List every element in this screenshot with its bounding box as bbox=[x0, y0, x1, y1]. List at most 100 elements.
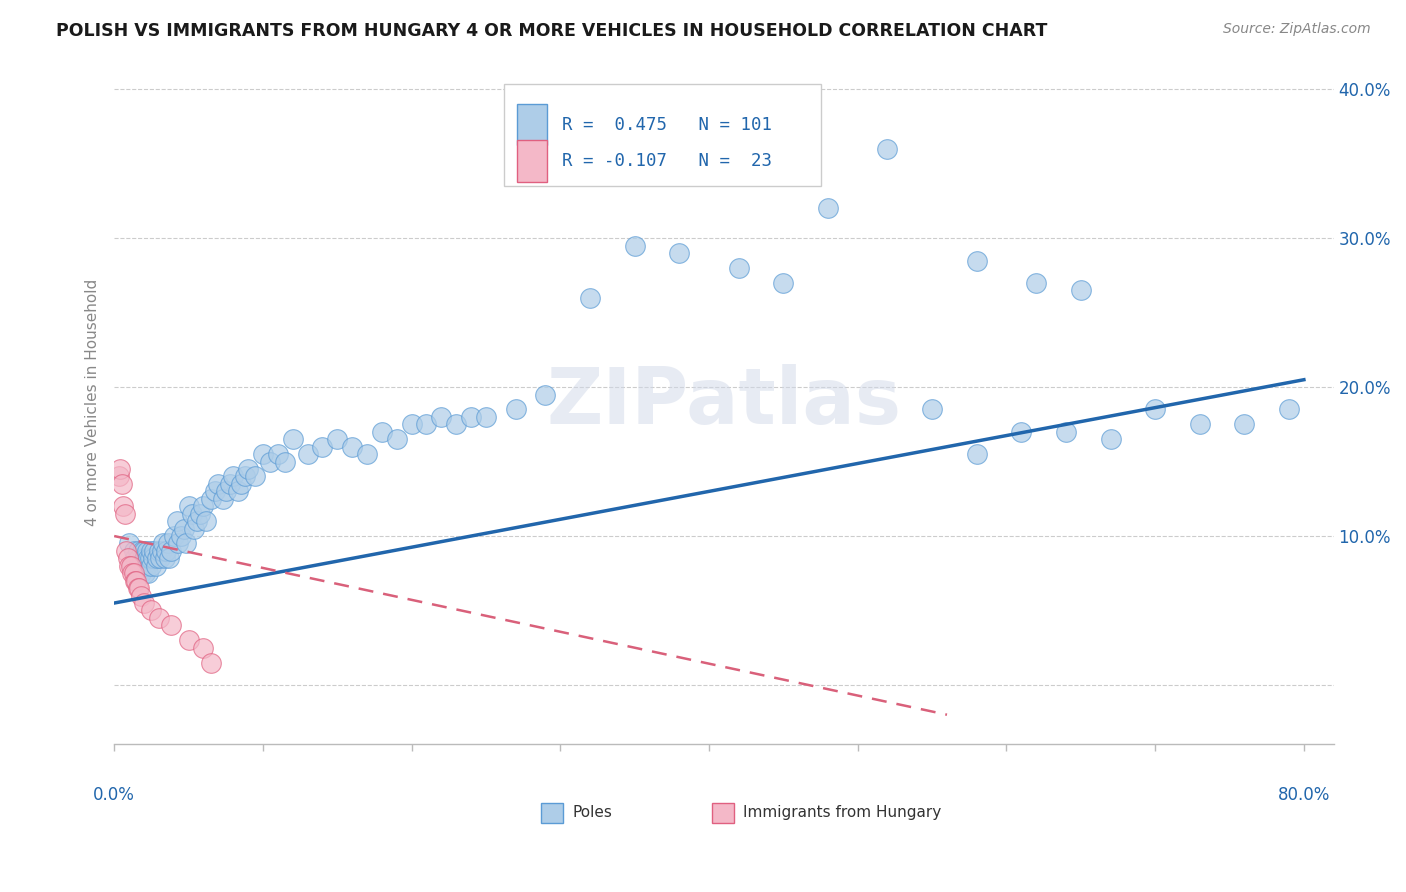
Point bbox=[204, 484, 226, 499]
Point bbox=[142, 551, 165, 566]
Point bbox=[430, 409, 453, 424]
Point bbox=[186, 514, 208, 528]
Point bbox=[226, 484, 249, 499]
Text: Immigrants from Hungary: Immigrants from Hungary bbox=[744, 805, 942, 821]
Point bbox=[125, 574, 148, 588]
Point bbox=[1025, 276, 1047, 290]
Point bbox=[111, 477, 134, 491]
Text: ZIPatlas: ZIPatlas bbox=[547, 364, 901, 440]
Point bbox=[134, 566, 156, 581]
Point bbox=[143, 544, 166, 558]
Point bbox=[267, 447, 290, 461]
Point bbox=[117, 551, 139, 566]
Point bbox=[200, 491, 222, 506]
Text: R = -0.107   N =  23: R = -0.107 N = 23 bbox=[562, 152, 772, 170]
Text: Source: ZipAtlas.com: Source: ZipAtlas.com bbox=[1223, 22, 1371, 37]
Point bbox=[132, 596, 155, 610]
Point bbox=[921, 402, 943, 417]
Point bbox=[259, 454, 281, 468]
Point bbox=[152, 536, 174, 550]
Point bbox=[167, 536, 190, 550]
Point bbox=[107, 469, 129, 483]
Point bbox=[132, 544, 155, 558]
Point bbox=[129, 558, 152, 573]
Point bbox=[219, 477, 242, 491]
Point bbox=[128, 581, 150, 595]
Point bbox=[193, 640, 215, 655]
Point bbox=[118, 558, 141, 573]
Point bbox=[1278, 402, 1301, 417]
Point bbox=[233, 469, 256, 483]
Point bbox=[236, 462, 259, 476]
Point bbox=[183, 522, 205, 536]
Point bbox=[125, 566, 148, 581]
Point bbox=[141, 558, 163, 573]
Point bbox=[195, 514, 218, 528]
Point bbox=[129, 589, 152, 603]
Point bbox=[124, 574, 146, 588]
Point bbox=[141, 603, 163, 617]
Point bbox=[112, 500, 135, 514]
Point bbox=[127, 551, 149, 566]
Point bbox=[120, 558, 142, 573]
Point bbox=[1070, 284, 1092, 298]
Point bbox=[966, 447, 988, 461]
Point bbox=[155, 544, 177, 558]
Point bbox=[129, 566, 152, 581]
Point bbox=[460, 409, 482, 424]
Point bbox=[128, 558, 150, 573]
Point bbox=[138, 551, 160, 566]
Point bbox=[817, 202, 839, 216]
Point bbox=[139, 551, 162, 566]
Point bbox=[281, 432, 304, 446]
Point bbox=[727, 260, 749, 275]
Point bbox=[200, 656, 222, 670]
Point bbox=[122, 544, 145, 558]
Point bbox=[229, 477, 252, 491]
Point bbox=[1099, 432, 1122, 446]
Point bbox=[579, 291, 602, 305]
Point bbox=[141, 544, 163, 558]
Point bbox=[157, 551, 180, 566]
Point bbox=[108, 462, 131, 476]
Point bbox=[371, 425, 394, 439]
Point bbox=[134, 551, 156, 566]
Point bbox=[623, 238, 645, 252]
Point bbox=[534, 387, 557, 401]
Point bbox=[245, 469, 267, 483]
Point bbox=[121, 558, 143, 573]
Point bbox=[115, 544, 138, 558]
Text: Poles: Poles bbox=[572, 805, 613, 821]
FancyBboxPatch shape bbox=[541, 803, 562, 823]
Point bbox=[114, 507, 136, 521]
Point bbox=[177, 500, 200, 514]
Point bbox=[311, 440, 333, 454]
Point bbox=[475, 409, 498, 424]
Point bbox=[252, 447, 274, 461]
Point bbox=[215, 484, 238, 499]
Point bbox=[356, 447, 378, 461]
Y-axis label: 4 or more Vehicles in Household: 4 or more Vehicles in Household bbox=[86, 278, 100, 525]
Point bbox=[444, 417, 467, 432]
Point bbox=[153, 551, 176, 566]
Point bbox=[166, 514, 188, 528]
Point bbox=[876, 142, 898, 156]
Point bbox=[122, 566, 145, 581]
Point bbox=[131, 544, 153, 558]
Point bbox=[127, 581, 149, 595]
Point bbox=[385, 432, 408, 446]
Point bbox=[1188, 417, 1211, 432]
Point bbox=[135, 558, 157, 573]
Point bbox=[222, 469, 245, 483]
Text: POLISH VS IMMIGRANTS FROM HUNGARY 4 OR MORE VEHICLES IN HOUSEHOLD CORRELATION CH: POLISH VS IMMIGRANTS FROM HUNGARY 4 OR M… bbox=[56, 22, 1047, 40]
Point bbox=[150, 544, 173, 558]
Point bbox=[121, 566, 143, 581]
Point bbox=[207, 477, 229, 491]
Point bbox=[401, 417, 423, 432]
FancyBboxPatch shape bbox=[516, 140, 547, 181]
Point bbox=[180, 507, 202, 521]
Point bbox=[124, 551, 146, 566]
Point bbox=[772, 276, 794, 290]
Text: 80.0%: 80.0% bbox=[1278, 786, 1330, 804]
Point bbox=[177, 633, 200, 648]
